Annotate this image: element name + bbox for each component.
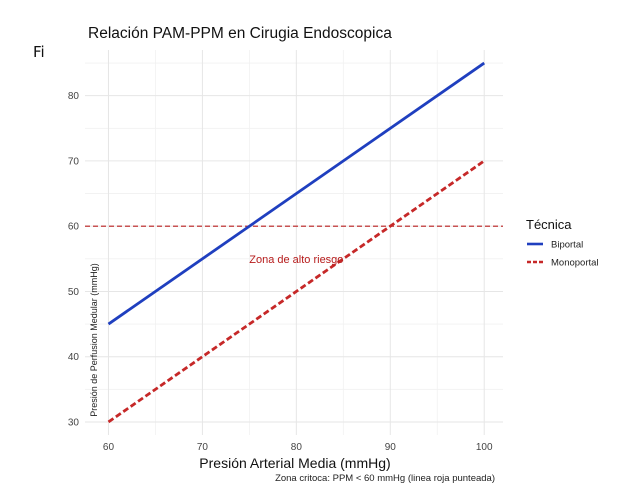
series-line-monoportal: [107, 159, 486, 424]
plot-area: 60 70 80 90 100 30 40 50 60 70 80 Zona de alto ries…: [68, 50, 503, 453]
x-tick-label: 90: [385, 442, 397, 453]
x-tick-label: 60: [103, 442, 115, 453]
y-tick-label: 30: [68, 417, 80, 428]
y-axis-label: Presión de Perfusion Medular (mmHg): [89, 263, 99, 417]
figure-label-fragment: Fi: [33, 43, 45, 61]
y-tick-label: 60: [68, 222, 80, 233]
series-line-biportal: [107, 61, 486, 326]
legend-label-biportal: Biportal: [551, 240, 583, 251]
y-tick-label: 80: [68, 91, 80, 102]
legend: Técnica Biportal Monoportal: [526, 217, 599, 269]
x-tick-label: 100: [476, 442, 493, 453]
x-tick-label: 80: [291, 442, 303, 453]
legend-title: Técnica: [526, 217, 572, 232]
annotation-text: Zona de alto riesgo: [249, 254, 343, 266]
y-tick-label: 70: [68, 156, 80, 167]
x-tick-label: 70: [197, 442, 209, 453]
legend-label-monoportal: Monoportal: [551, 258, 599, 269]
x-axis-label: Presión Arterial Media (mmHg): [199, 455, 390, 471]
chart-title: Relación PAM-PPM en Cirugia Endoscopica: [88, 25, 392, 42]
chart-caption: Zona critoca: PPM < 60 mmHg (linea roja …: [275, 473, 495, 484]
y-tick-label: 50: [68, 287, 80, 298]
y-tick-label: 40: [68, 352, 80, 363]
